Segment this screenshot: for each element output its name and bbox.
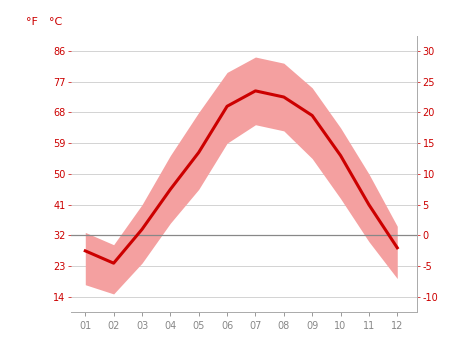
Text: °F: °F — [26, 17, 38, 27]
Text: °C: °C — [49, 17, 62, 27]
